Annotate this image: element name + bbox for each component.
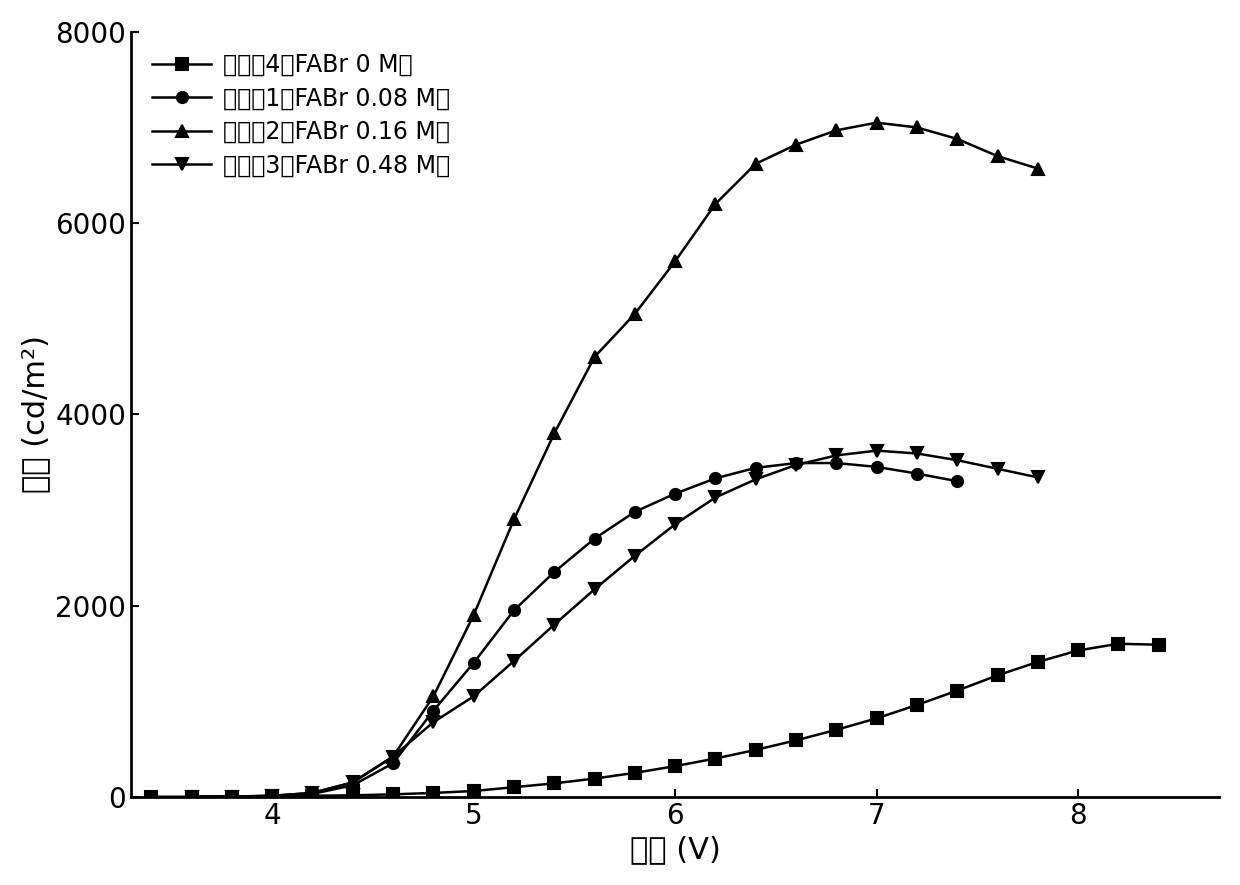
实施例1（FABr 0.08 M） [708, 473, 723, 484]
实施例3（FABr 0.48 M） [466, 691, 481, 702]
实施例2（FABr 0.16 M） [386, 751, 401, 762]
实施例3（FABr 0.48 M） [627, 550, 642, 561]
实施例4（FABr 0 M） [1111, 638, 1126, 649]
实施例4（FABr 0 M） [708, 753, 723, 764]
实施例1（FABr 0.08 M） [224, 791, 239, 802]
实施例4（FABr 0 M） [748, 744, 763, 755]
实施例1（FABr 0.08 M） [869, 462, 884, 473]
实施例3（FABr 0.48 M） [224, 791, 239, 802]
实施例4（FABr 0 M） [345, 790, 360, 801]
实施例3（FABr 0.48 M） [547, 620, 562, 630]
实施例1（FABr 0.08 M） [828, 458, 843, 468]
实施例4（FABr 0 M） [184, 791, 198, 802]
实施例2（FABr 0.16 M） [466, 610, 481, 620]
实施例4（FABr 0 M） [627, 767, 642, 778]
实施例4（FABr 0 M） [789, 735, 804, 746]
实施例2（FABr 0.16 M） [264, 790, 279, 801]
实施例1（FABr 0.08 M） [264, 790, 279, 801]
实施例3（FABr 0.48 M） [667, 519, 682, 529]
实施例2（FABr 0.16 M） [345, 777, 360, 788]
实施例1（FABr 0.08 M） [386, 758, 401, 768]
实施例2（FABr 0.16 M） [748, 158, 763, 169]
实施例2（FABr 0.16 M） [909, 122, 924, 133]
实施例4（FABr 0 M） [224, 791, 239, 802]
实施例3（FABr 0.48 M） [828, 450, 843, 461]
实施例1（FABr 0.08 M） [627, 506, 642, 517]
实施例1（FABr 0.08 M） [748, 463, 763, 473]
实施例4（FABr 0 M） [1070, 645, 1085, 656]
实施例4（FABr 0 M） [506, 781, 521, 792]
实施例4（FABr 0 M） [547, 778, 562, 789]
Legend: 实施例4（FABr 0 M）, 实施例1（FABr 0.08 M）, 实施例2（FABr 0.16 M）, 实施例3（FABr 0.48 M）: 实施例4（FABr 0 M）, 实施例1（FABr 0.08 M）, 实施例2（… [143, 43, 460, 187]
实施例1（FABr 0.08 M） [184, 791, 198, 802]
实施例2（FABr 0.16 M） [950, 134, 965, 144]
Line: 实施例1（FABr 0.08 M）: 实施例1（FABr 0.08 M） [186, 458, 962, 803]
实施例4（FABr 0 M） [990, 670, 1004, 681]
实施例2（FABr 0.16 M） [869, 118, 884, 128]
实施例2（FABr 0.16 M） [708, 198, 723, 209]
实施例3（FABr 0.48 M） [587, 584, 601, 595]
实施例1（FABr 0.08 M） [909, 468, 924, 479]
实施例4（FABr 0 M） [425, 788, 440, 798]
实施例1（FABr 0.08 M） [547, 566, 562, 577]
实施例3（FABr 0.48 M） [345, 777, 360, 788]
实施例1（FABr 0.08 M） [506, 605, 521, 616]
实施例2（FABr 0.16 M） [789, 139, 804, 150]
实施例3（FABr 0.48 M） [869, 445, 884, 456]
实施例2（FABr 0.16 M） [627, 309, 642, 319]
实施例3（FABr 0.48 M） [264, 790, 279, 801]
实施例3（FABr 0.48 M） [708, 492, 723, 503]
实施例3（FABr 0.48 M） [789, 459, 804, 470]
Line: 实施例4（FABr 0 M）: 实施例4（FABr 0 M） [146, 638, 1164, 803]
实施例2（FABr 0.16 M） [1030, 163, 1045, 173]
X-axis label: 电压 (V): 电压 (V) [630, 835, 720, 864]
实施例4（FABr 0 M） [909, 700, 924, 711]
实施例3（FABr 0.48 M） [1030, 472, 1045, 482]
实施例2（FABr 0.16 M） [990, 150, 1004, 161]
实施例1（FABr 0.08 M） [950, 476, 965, 487]
实施例1（FABr 0.08 M） [789, 458, 804, 468]
实施例3（FABr 0.48 M） [950, 455, 965, 466]
实施例3（FABr 0.48 M） [909, 448, 924, 458]
实施例3（FABr 0.48 M） [305, 788, 320, 798]
实施例1（FABr 0.08 M） [305, 789, 320, 799]
Y-axis label: 亮度 (cd/m²): 亮度 (cd/m²) [21, 335, 50, 493]
实施例3（FABr 0.48 M） [506, 656, 521, 666]
实施例2（FABr 0.16 M） [184, 791, 198, 802]
实施例2（FABr 0.16 M） [425, 691, 440, 702]
实施例3（FABr 0.48 M） [184, 791, 198, 802]
实施例3（FABr 0.48 M） [748, 474, 763, 485]
实施例4（FABr 0 M） [386, 789, 401, 800]
实施例4（FABr 0 M） [950, 685, 965, 696]
实施例2（FABr 0.16 M） [506, 514, 521, 525]
实施例4（FABr 0 M） [1151, 640, 1166, 650]
实施例4（FABr 0 M） [667, 761, 682, 772]
实施例4（FABr 0 M） [869, 713, 884, 724]
实施例2（FABr 0.16 M） [224, 791, 239, 802]
实施例3（FABr 0.48 M） [425, 717, 440, 727]
实施例4（FABr 0 M） [264, 791, 279, 802]
实施例4（FABr 0 M） [1030, 657, 1045, 667]
实施例1（FABr 0.08 M） [587, 534, 601, 544]
实施例4（FABr 0 M） [305, 790, 320, 801]
实施例1（FABr 0.08 M） [425, 705, 440, 716]
实施例4（FABr 0 M） [144, 791, 159, 802]
实施例1（FABr 0.08 M） [466, 658, 481, 668]
实施例2（FABr 0.16 M） [587, 351, 601, 362]
实施例4（FABr 0 M） [587, 773, 601, 784]
实施例3（FABr 0.48 M） [990, 464, 1004, 474]
实施例4（FABr 0 M） [466, 786, 481, 796]
Line: 实施例2（FABr 0.16 M）: 实施例2（FABr 0.16 M） [186, 117, 1043, 803]
实施例2（FABr 0.16 M） [305, 788, 320, 798]
Line: 实施例3（FABr 0.48 M）: 实施例3（FABr 0.48 M） [186, 445, 1043, 803]
实施例1（FABr 0.08 M） [345, 780, 360, 790]
实施例1（FABr 0.08 M） [667, 489, 682, 499]
实施例2（FABr 0.16 M） [828, 125, 843, 135]
实施例2（FABr 0.16 M） [547, 428, 562, 439]
实施例4（FABr 0 M） [828, 725, 843, 735]
实施例3（FABr 0.48 M） [386, 751, 401, 762]
实施例2（FABr 0.16 M） [667, 256, 682, 266]
